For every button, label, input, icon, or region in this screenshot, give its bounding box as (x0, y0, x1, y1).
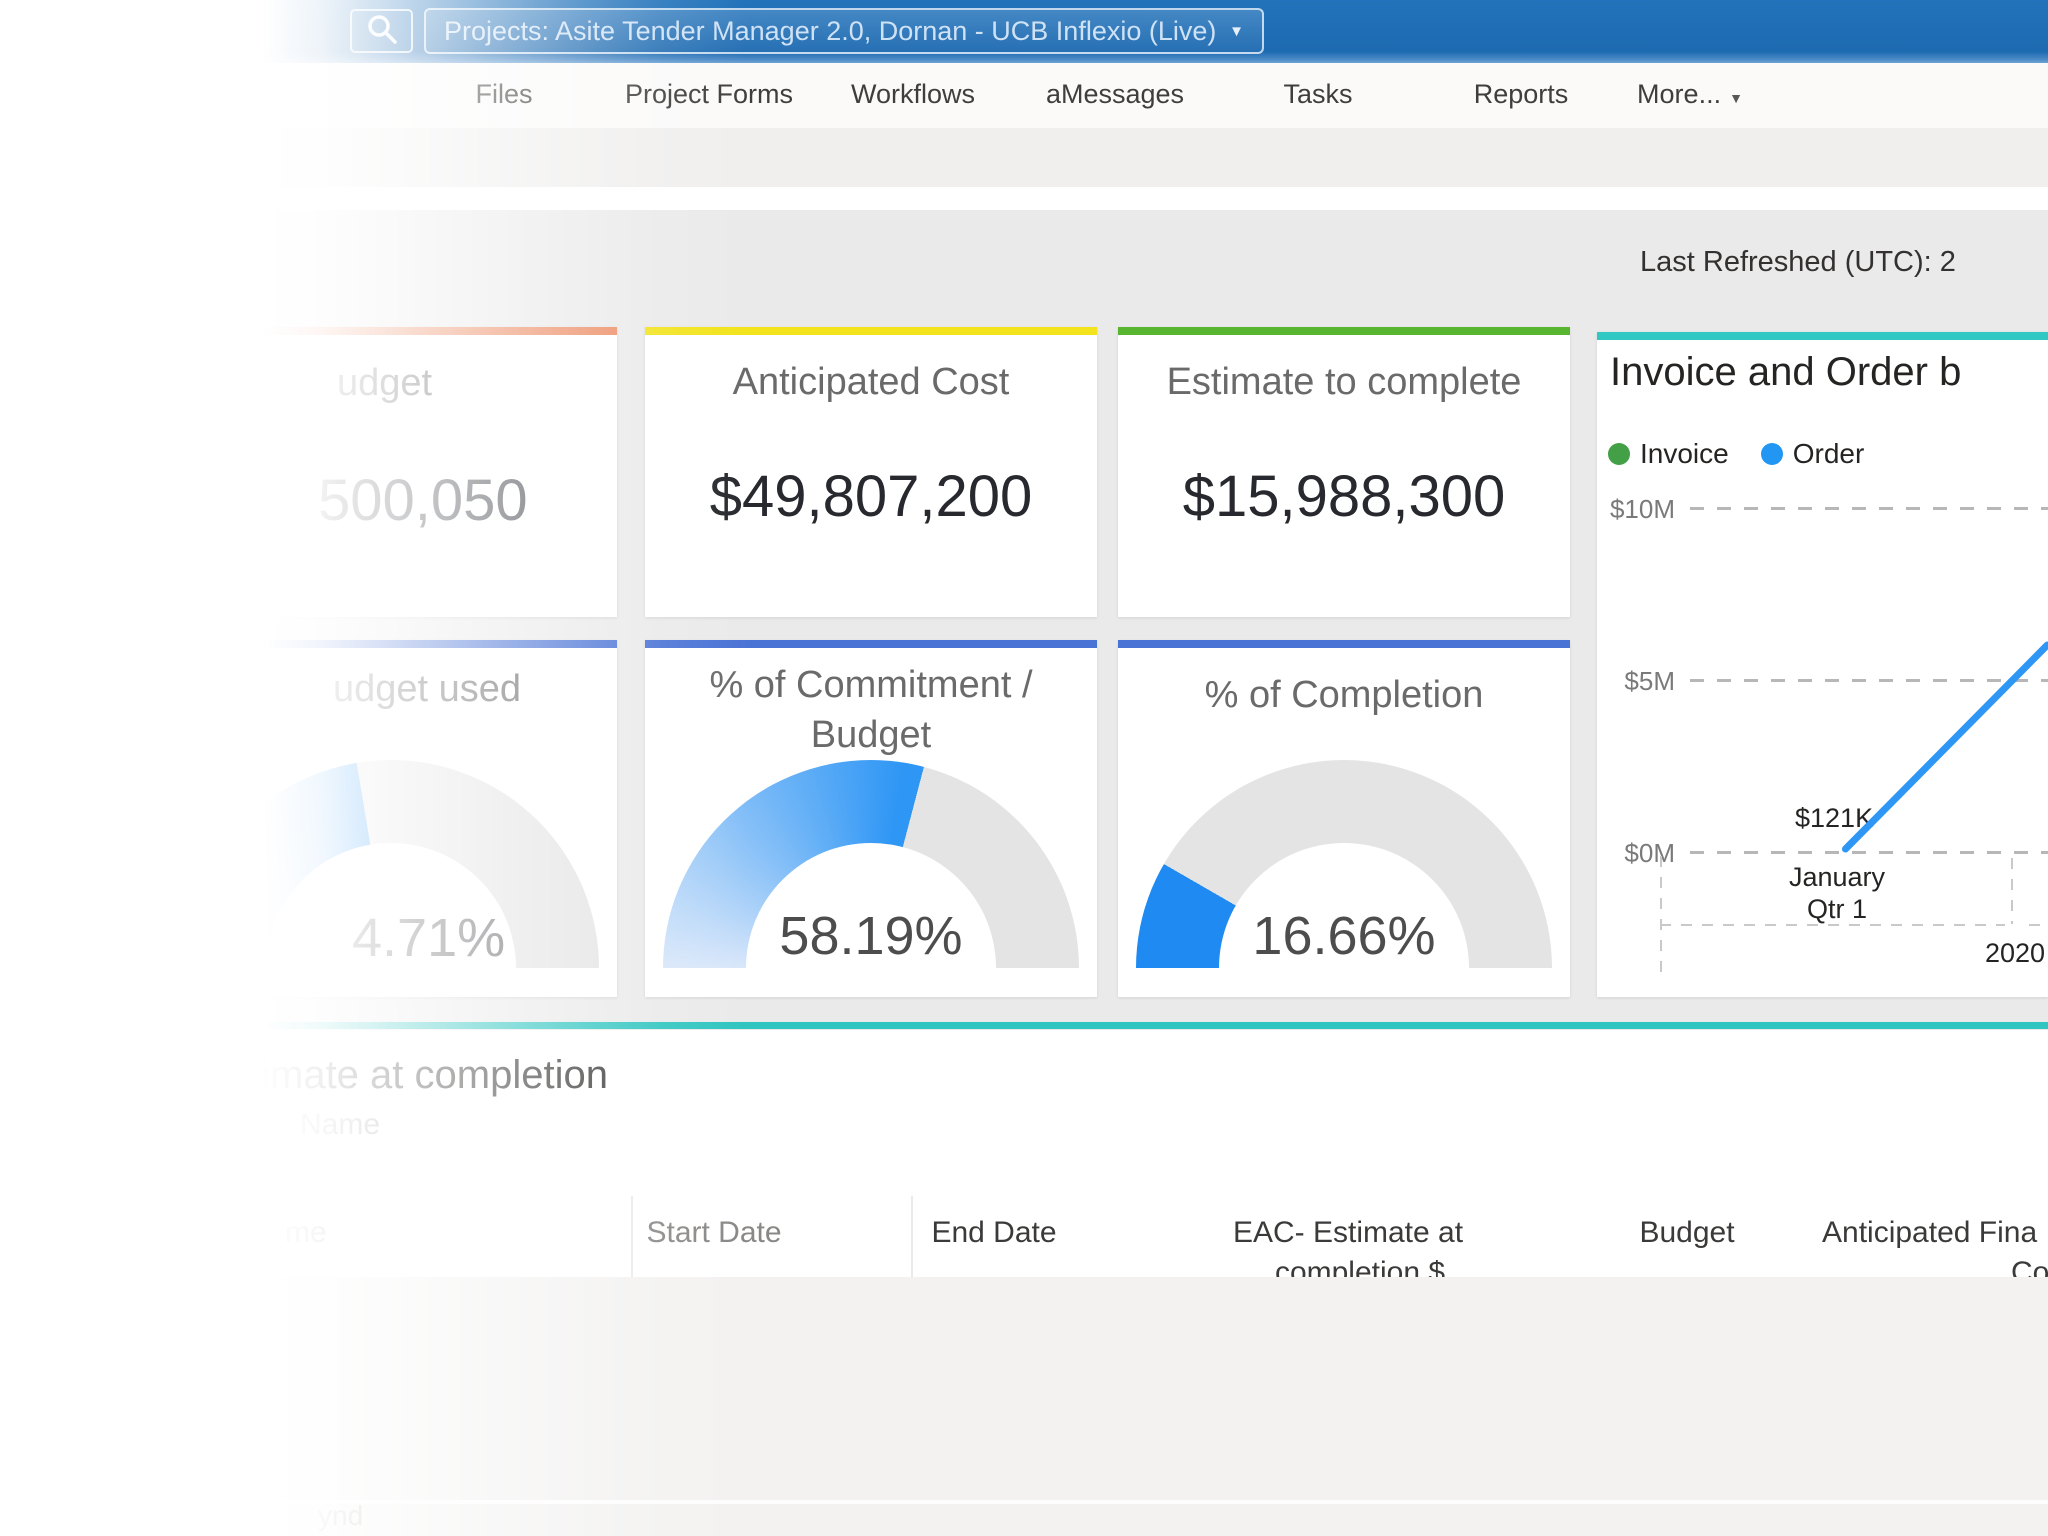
legend-label-invoice: Invoice (1640, 438, 1729, 469)
gridline-10m (1690, 507, 2048, 510)
column-header-start-date[interactable]: Start Date (646, 1216, 782, 1249)
table-body-band (0, 1277, 2048, 1502)
gauge-commitment-title: % of Commitment / Budget (645, 660, 1097, 760)
tab-more[interactable]: More... ▼ (1637, 79, 1743, 110)
kpi-budget-title: udget (337, 362, 433, 404)
column-header-anticipated-line1[interactable]: Anticipated Fina (1822, 1216, 2038, 1249)
column-separator (631, 1196, 633, 1277)
search-icon (365, 12, 399, 51)
faded-footer-fragment: ynd (318, 1500, 364, 1531)
chevron-down-icon: ▼ (1729, 90, 1743, 106)
card-accent-strip (165, 640, 617, 648)
kpi-anticipated-cost-value: $49,807,200 (709, 464, 1033, 529)
axis-bracket-line (1660, 924, 2005, 926)
top-app-bar: Projects: Asite Tender Manager 2.0, Dorn… (0, 0, 2048, 63)
legend-label-order: Order (1792, 438, 1865, 469)
column-separator (911, 1196, 913, 1277)
axis-bracket-line (1660, 856, 1662, 978)
section-title: timate at completion (250, 1053, 608, 1097)
legend-item-invoice[interactable]: Invoice (1608, 438, 1729, 470)
chart-legend: Invoice Order (1608, 438, 1864, 470)
gauge-card-budget-used: udget used 4.71% (165, 640, 617, 997)
chart-title: Invoice and Order b (1610, 350, 1962, 394)
gauge-card-commitment: % of Commitment / Budget 58.19% (645, 640, 1097, 997)
chevron-down-icon: ▼ (1229, 22, 1244, 40)
kpi-estimate-to-complete-value: $15,988,300 (1182, 464, 1506, 529)
kpi-anticipated-cost-title: Anticipated Cost (732, 361, 1010, 403)
project-selector-label: Projects: Asite Tender Manager 2.0, Dorn… (444, 15, 1215, 46)
y-axis-tick-5m: $5M (1624, 666, 1675, 696)
card-accent-strip (1597, 332, 2048, 340)
footer-band (0, 1504, 2048, 1536)
tab-more-label: More... (1637, 79, 1722, 109)
toolbar-band: d (0, 128, 2048, 301)
y-axis-tick-10m: $10M (1609, 494, 1675, 524)
column-header-eac-line1[interactable]: EAC- Estimate at (1232, 1216, 1464, 1249)
card-accent-strip (645, 640, 1097, 648)
section-subtitle: Name (300, 1108, 381, 1141)
x-axis-label-year: 2020 (1985, 938, 2046, 968)
tab-tasks[interactable]: Tasks (1283, 79, 1353, 109)
gauge-budget-used-title: udget used (333, 668, 522, 710)
kpi-card-anticipated-cost: Anticipated Cost $49,807,200 (645, 327, 1097, 617)
column-header-name[interactable]: me (285, 1216, 327, 1249)
teal-divider (0, 1022, 2048, 1029)
kpi-estimate-to-complete-title: Estimate to complete (1166, 361, 1522, 403)
axis-bracket-line (2011, 858, 2013, 924)
tab-amessages[interactable]: aMessages (1045, 79, 1185, 109)
tab-workflows[interactable]: Workflows (850, 79, 976, 109)
gauge-commitment-title-line2: Budget (810, 714, 932, 756)
gauge-budget-used-value: 4.71% (352, 908, 506, 968)
card-accent-strip (645, 327, 1097, 335)
main-nav: Files Project Forms Workflows aMessages … (0, 63, 2048, 128)
gauge-commitment-title-line1: % of Commitment / (709, 664, 1033, 706)
legend-dot-invoice (1608, 443, 1630, 465)
project-selector-dropdown[interactable]: Projects: Asite Tender Manager 2.0, Dorn… (424, 8, 1264, 54)
last-refreshed-label: Last Refreshed (UTC): 2 (1640, 246, 1956, 278)
x-axis-label-qtr: Qtr 1 (1806, 894, 1867, 924)
kpi-card-estimate-to-complete: Estimate to complete $15,988,300 (1118, 327, 1570, 617)
legend-dot-order (1760, 443, 1783, 465)
tab-reports[interactable]: Reports (1473, 79, 1569, 109)
card-accent-strip (1118, 640, 1570, 648)
tab-project-forms[interactable]: Project Forms (624, 79, 794, 109)
gridline-0m (1690, 851, 2048, 854)
card-accent-strip (1118, 327, 1570, 335)
axis-bracket-line (2029, 924, 2048, 926)
column-header-budget[interactable]: Budget (1639, 1216, 1735, 1249)
column-header-end-date[interactable]: End Date (931, 1216, 1057, 1249)
card-accent-strip (165, 327, 617, 335)
gauge-commitment-value: 58.19% (779, 906, 963, 966)
kpi-budget-value: 500,050 (318, 468, 528, 533)
x-axis-label-month: January (1788, 862, 1886, 892)
legend-item-order[interactable]: Order (1760, 438, 1865, 470)
tab-files[interactable]: Files (475, 79, 533, 109)
gauge-completion (1136, 760, 1552, 968)
gauge-completion-title: % of Completion (1204, 674, 1484, 716)
divider-line (0, 1500, 2048, 1504)
y-axis-tick-0m: $0M (1624, 838, 1675, 868)
gauge-completion-value: 16.66% (1252, 906, 1436, 966)
kpi-card-budget: udget 500,050 (165, 327, 617, 617)
search-button[interactable] (350, 9, 413, 53)
gridline-5m (1690, 679, 2048, 682)
gauge-card-completion: % of Completion 16.66% (1118, 640, 1570, 997)
chart-card-invoice-order: Invoice and Order b Invoice Order $10M $… (1597, 332, 2048, 997)
order-trend-line (1840, 640, 2048, 854)
